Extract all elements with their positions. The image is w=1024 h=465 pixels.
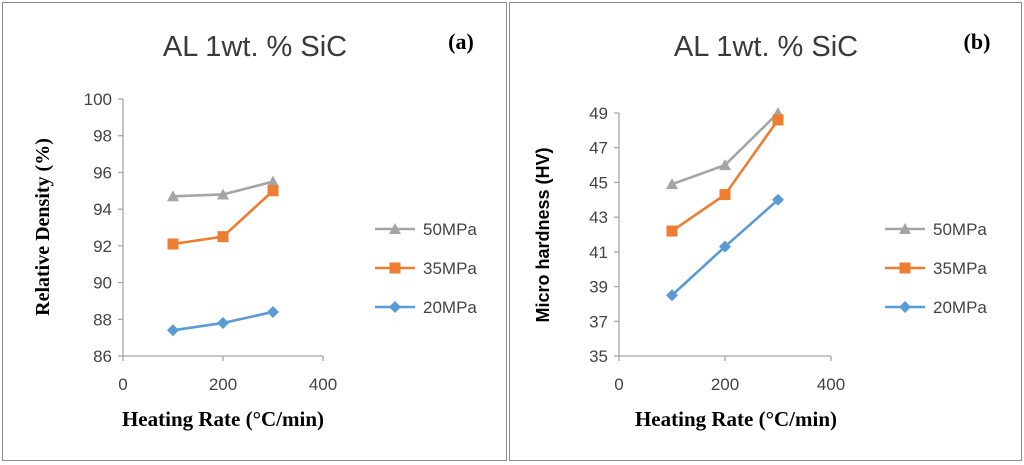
chart-a-point-20mpa: [267, 305, 279, 318]
chart-b-point-20mpa: [666, 289, 678, 302]
chart-a-legend-marker-35mpa: [389, 262, 401, 274]
chart-a-y-axis-label: Relative Density (%): [32, 138, 54, 316]
chart-b-legend-marker-20mpa: [899, 301, 911, 313]
chart-b-y-tick-label: 45: [589, 173, 608, 192]
chart-b-point-35mpa: [719, 189, 731, 201]
chart-b-y-tick-label: 47: [589, 139, 608, 158]
chart-b-point-35mpa: [772, 114, 784, 126]
chart-a-y-tick-label: 88: [93, 310, 112, 329]
chart-b-series-line-50mpa: [671, 112, 779, 186]
chart-b-panel-label: (b): [964, 29, 991, 54]
chart-a-point-20mpa: [217, 316, 229, 329]
chart-a-point-50mpa: [217, 188, 229, 200]
chart-a-y-tick-label: 92: [93, 237, 112, 256]
chart-b-point-35mpa: [666, 225, 678, 237]
chart-a-legend-marker-50mpa: [389, 223, 401, 234]
chart-panel-b: AL 1wt. % SiC (b) Heating Rate (°C/min) …: [509, 2, 1022, 461]
chart-a-panel-label: (a): [448, 29, 474, 54]
chart-a-y-tick-label: 96: [93, 163, 112, 182]
chart-panel-a: AL 1wt. % SiC (a) Heating Rate (°C/min) …: [2, 2, 507, 461]
chart-b-point-50mpa: [666, 178, 678, 190]
chart-b-legend-label-35mpa: 35MPa: [933, 259, 987, 278]
chart-b-y-tick-label: 35: [589, 347, 608, 366]
chart-b-x-tick-label: 0: [614, 375, 623, 394]
chart-b-y-tick-label: 39: [589, 278, 608, 297]
chart-a-x-tick-label: 400: [309, 375, 337, 394]
chart-a-point-35mpa: [217, 231, 229, 243]
chart-a-y-tick-label: 98: [93, 127, 112, 146]
chart-b-y-axis-label: Micro hardness (HV): [533, 147, 553, 322]
chart-a-point-35mpa: [267, 185, 279, 197]
chart-b-y-tick-label: 49: [589, 104, 608, 123]
chart-b-plot-area: 35 37 39 41 43 45 47 49 0 200 400 50MPa 35MPa 20MPa: [589, 104, 987, 394]
chart-b-legend-marker-35mpa: [899, 262, 911, 274]
chart-a-svg: AL 1wt. % SiC (a) Heating Rate (°C/min) …: [32, 29, 478, 431]
chart-b-legend-label-20mpa: 20MPa: [933, 298, 987, 317]
chart-b-y-tick-label: 37: [589, 312, 608, 331]
chart-b-point-20mpa: [772, 193, 784, 206]
chart-a-y-tick-label: 100: [84, 90, 112, 109]
chart-a-point-35mpa: [167, 238, 179, 250]
chart-a-legend-marker-20mpa: [389, 301, 401, 313]
chart-a-y-tick-label: 86: [93, 347, 112, 366]
chart-b-y-tick-label: 41: [589, 243, 608, 262]
chart-a-title: AL 1wt. % SiC: [163, 31, 347, 63]
chart-a-point-50mpa: [267, 175, 279, 187]
chart-a-y-tick-label: 90: [93, 274, 112, 293]
chart-b-x-axis-label: Heating Rate (°C/min): [635, 407, 837, 431]
chart-b-x-tick-label: 400: [817, 375, 845, 394]
chart-a-y-tick-label: 94: [93, 200, 112, 219]
chart-b-x-tick-label: 200: [711, 375, 739, 394]
chart-a-plot-area: 86 88 90 92 94 96 98 100 0 200 400 50MPa 35MPa 20MPa: [84, 90, 478, 394]
chart-b-y-tick-label: 43: [589, 208, 608, 227]
chart-b-legend-marker-50mpa: [899, 223, 911, 234]
chart-a-x-axis-label: Heating Rate (°C/min): [122, 407, 324, 431]
chart-b-svg: AL 1wt. % SiC (b) Heating Rate (°C/min) …: [533, 29, 991, 431]
chart-b-title: AL 1wt. % SiC: [674, 31, 858, 63]
chart-a-legend-label-50mpa: 50MPa: [423, 220, 477, 239]
chart-a-x-tick-label: 200: [209, 375, 237, 394]
chart-b-point-20mpa: [719, 240, 731, 253]
chart-a-legend-label-35mpa: 35MPa: [423, 259, 477, 278]
chart-a-legend-label-20mpa: 20MPa: [423, 298, 477, 317]
chart-a-point-20mpa: [167, 324, 179, 337]
chart-a-point-50mpa: [167, 190, 179, 202]
chart-a-x-tick-label: 0: [118, 375, 127, 394]
chart-b-point-50mpa: [719, 159, 731, 171]
chart-b-legend-label-50mpa: 50MPa: [933, 220, 987, 239]
